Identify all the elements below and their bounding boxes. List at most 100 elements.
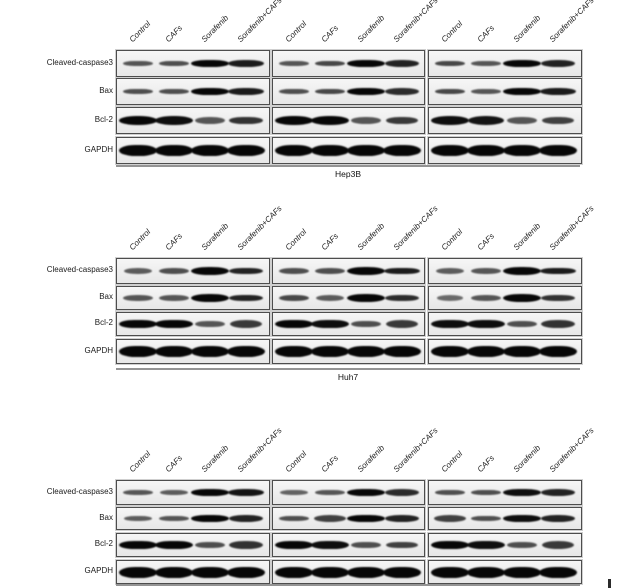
protein-label: Bcl-2: [94, 318, 113, 327]
protein-label: Bax: [99, 292, 113, 301]
protein-band: [503, 145, 541, 156]
protein-band: [383, 145, 421, 156]
protein-band: [315, 268, 345, 274]
protein-band: [383, 346, 421, 357]
protein-band: [351, 541, 381, 549]
protein-band: [195, 117, 225, 124]
protein-band: [227, 566, 265, 578]
blot-panel: [116, 107, 270, 134]
protein-band: [228, 267, 264, 275]
protein-band: [227, 346, 265, 357]
blot-panel: [272, 533, 425, 557]
protein-band: [275, 566, 313, 578]
protein-label: Bax: [99, 512, 113, 522]
protein-band: [471, 60, 501, 67]
protein-band: [384, 267, 420, 275]
protein-band: [540, 515, 576, 522]
protein-band: [228, 88, 264, 95]
protein-band: [434, 60, 466, 67]
protein-label: Bcl-2: [94, 539, 113, 548]
protein-band: [539, 145, 577, 156]
protein-band: [279, 88, 309, 95]
protein-band: [191, 346, 229, 357]
protein-band: [540, 88, 576, 95]
protein-band: [431, 566, 469, 578]
blot-panel: [428, 50, 582, 77]
protein-label: Cleaved-caspase3: [46, 486, 113, 496]
protein-band: [191, 59, 229, 68]
protein-band: [314, 515, 346, 522]
protein-band: [351, 117, 381, 124]
protein-band: [467, 319, 505, 329]
lane-label: CAFs: [163, 453, 185, 474]
cell-line-label: Huh7: [337, 372, 359, 382]
protein-band: [503, 488, 541, 497]
protein-band: [507, 117, 537, 124]
protein-band: [119, 145, 157, 156]
protein-band: [311, 566, 349, 578]
protein-label: Cleaved-caspase3: [46, 265, 113, 274]
protein-band: [119, 319, 157, 329]
lane-label: Sorafenib+CAFs: [391, 425, 440, 474]
blot-panel: [428, 107, 582, 134]
protein-band: [384, 515, 420, 522]
protein-band: [155, 145, 193, 156]
protein-label: Bax: [99, 85, 113, 95]
protein-band: [503, 87, 541, 96]
protein-band: [386, 541, 418, 549]
protein-band: [540, 267, 576, 275]
protein-band: [314, 60, 346, 67]
section-underline: [116, 368, 580, 370]
protein-band: [503, 346, 541, 357]
protein-label: GAPDH: [84, 144, 113, 154]
blot-panel: [272, 560, 425, 584]
protein-band: [385, 88, 419, 95]
protein-label: GAPDH: [84, 566, 113, 575]
protein-band: [315, 489, 345, 496]
protein-band: [159, 295, 189, 301]
protein-band: [191, 294, 229, 302]
protein-band: [347, 294, 385, 302]
lane-label: Sorafenib+CAFs: [547, 425, 596, 474]
protein-band: [155, 319, 193, 329]
protein-band: [228, 60, 264, 67]
blot-panel: [272, 78, 425, 105]
protein-band: [119, 116, 157, 125]
protein-band: [503, 267, 541, 275]
lane-label: Sorafenib: [511, 443, 543, 474]
protein-band: [431, 540, 469, 550]
protein-band: [280, 489, 308, 496]
blot-panel: [272, 507, 425, 530]
protein-band: [467, 540, 505, 550]
protein-band: [507, 320, 537, 328]
protein-band: [539, 346, 577, 357]
protein-band: [347, 267, 385, 275]
protein-band: [384, 60, 420, 67]
protein-band: [275, 145, 313, 156]
protein-band: [467, 346, 505, 357]
protein-band: [347, 514, 385, 523]
blot-panel: [272, 339, 425, 364]
section-underline: [116, 165, 580, 167]
blot-panel: [116, 50, 270, 77]
protein-band: [351, 320, 381, 328]
protein-band: [434, 88, 466, 95]
blot-panel: [116, 560, 270, 584]
blot-panel: [428, 137, 582, 164]
blot-panel: [428, 78, 582, 105]
protein-band: [155, 540, 193, 550]
protein-band: [123, 295, 153, 301]
protein-band: [279, 515, 309, 522]
protein-band: [431, 319, 469, 329]
protein-band: [541, 320, 575, 328]
lane-label: CAFs: [475, 453, 497, 474]
protein-label: GAPDH: [84, 345, 113, 355]
protein-band: [311, 145, 349, 156]
protein-band: [275, 346, 313, 357]
protein-band: [385, 320, 419, 328]
protein-band: [431, 346, 469, 357]
protein-band: [539, 566, 577, 578]
protein-band: [123, 60, 153, 67]
